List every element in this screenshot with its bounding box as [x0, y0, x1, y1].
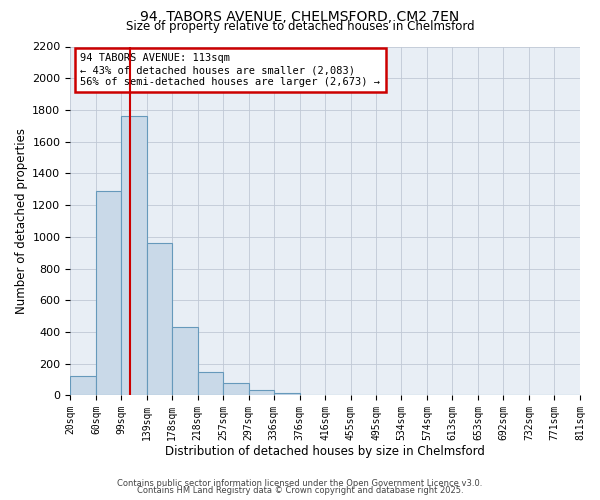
Bar: [70, 376, 96, 396]
Bar: [96, 191, 121, 396]
X-axis label: Distribution of detached houses by size in Chelmsford: Distribution of detached houses by size …: [165, 444, 485, 458]
Bar: [198, 372, 223, 396]
Text: 94, TABORS AVENUE, CHELMSFORD, CM2 7EN: 94, TABORS AVENUE, CHELMSFORD, CM2 7EN: [140, 10, 460, 24]
Text: Size of property relative to detached houses in Chelmsford: Size of property relative to detached ho…: [125, 20, 475, 33]
Text: 94 TABORS AVENUE: 113sqm
← 43% of detached houses are smaller (2,083)
56% of sem: 94 TABORS AVENUE: 113sqm ← 43% of detach…: [80, 54, 380, 86]
Bar: [172, 327, 198, 396]
Bar: [248, 390, 274, 396]
Y-axis label: Number of detached properties: Number of detached properties: [15, 128, 28, 314]
Bar: [121, 116, 147, 396]
Bar: [147, 243, 172, 396]
Bar: [223, 384, 248, 396]
Text: Contains public sector information licensed under the Open Government Licence v3: Contains public sector information licen…: [118, 478, 482, 488]
Text: Contains HM Land Registry data © Crown copyright and database right 2025.: Contains HM Land Registry data © Crown c…: [137, 486, 463, 495]
Bar: [274, 392, 299, 396]
